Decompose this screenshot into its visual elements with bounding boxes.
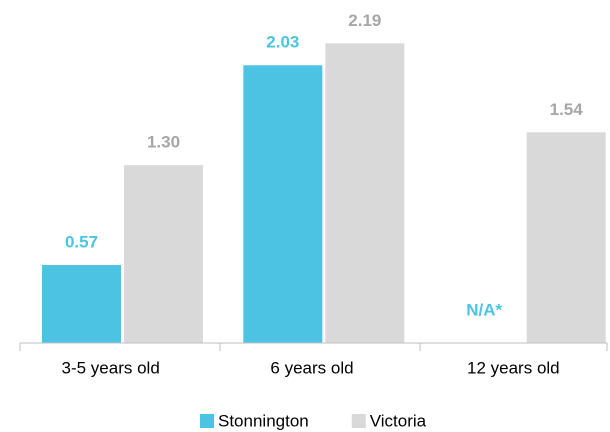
- value-label: 2.03: [266, 33, 299, 52]
- x-tick-label: 12 years old: [467, 358, 560, 377]
- legend-label: Stonnington: [218, 411, 309, 430]
- bar: [42, 265, 121, 343]
- legend-swatch: [351, 414, 366, 428]
- value-label: 1.54: [550, 100, 584, 119]
- x-tick-label: 3-5 years old: [62, 358, 160, 377]
- bar: [243, 65, 323, 343]
- value-label: 1.30: [147, 133, 180, 152]
- value-label: 0.57: [65, 232, 98, 251]
- bar: [124, 165, 203, 343]
- value-label: N/A*: [466, 300, 502, 319]
- legend-label: Victoria: [370, 411, 427, 430]
- bar: [325, 43, 405, 343]
- bar: [526, 132, 606, 343]
- value-label: 2.19: [348, 11, 381, 30]
- x-tick-label: 6 years old: [270, 358, 353, 377]
- legend-swatch: [200, 414, 214, 428]
